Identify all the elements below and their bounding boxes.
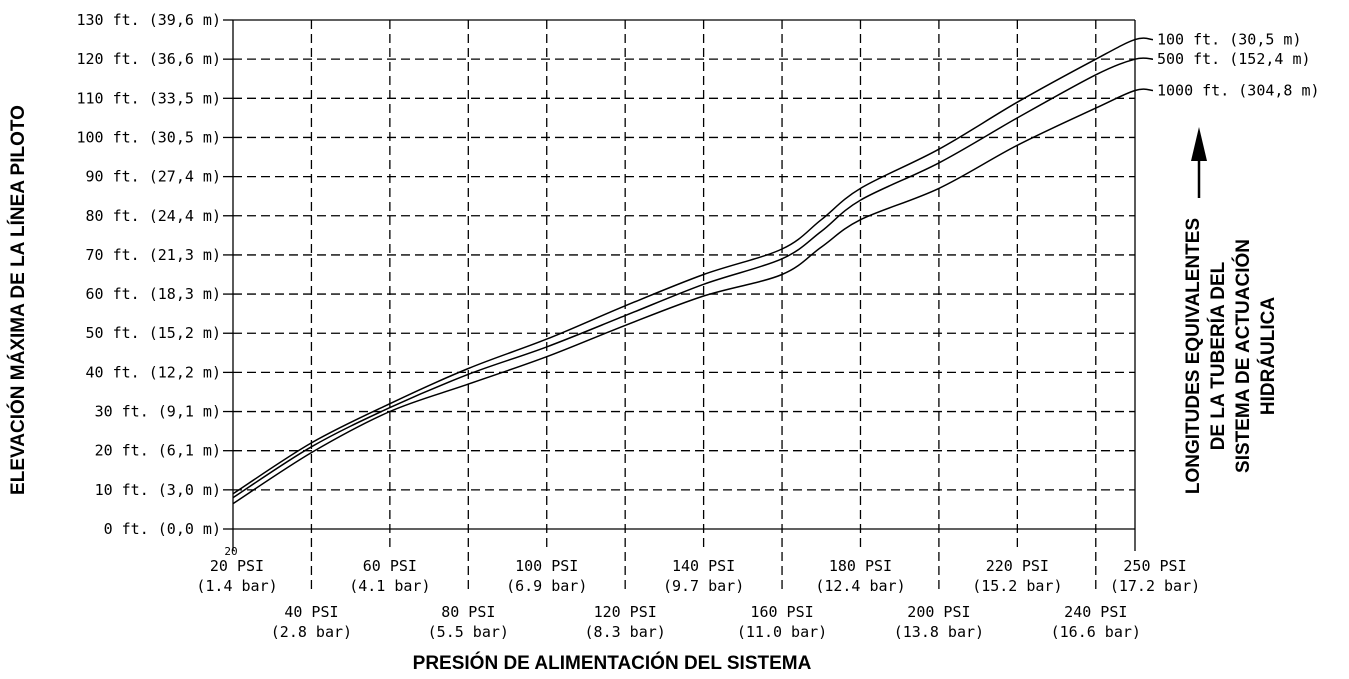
x-tick-label-180: 180 PSI xyxy=(829,557,892,575)
x-tick-label-200: 200 PSI xyxy=(907,603,970,621)
x-tick-bar-label-200: (13.8 bar) xyxy=(894,623,984,641)
x-tick-bar-label-20: (1.4 bar) xyxy=(196,577,277,595)
y-tick-label-20: 20 ft. (6,1 m) xyxy=(95,442,221,460)
series-line-1 xyxy=(232,37,1154,495)
x-tick-label-240: 240 PSI xyxy=(1064,603,1127,621)
series-label-3: 1000 ft. (304,8 m) xyxy=(1157,81,1320,99)
right-title-line-2: DE LA TUBERÍA DEL xyxy=(1207,261,1229,450)
x-tick-bar-label-40: (2.8 bar) xyxy=(271,623,352,641)
x-tick-bar-label-180: (12.4 bar) xyxy=(815,577,905,595)
series-line-3 xyxy=(232,88,1154,505)
y-tick-label-40: 40 ft. (12,2 m) xyxy=(86,363,221,381)
right-axis-title: LONGITUDES EQUIVALENTES DE LA TUBERÍA DE… xyxy=(1183,218,1279,494)
x-tick-bar-label-160: (11.0 bar) xyxy=(737,623,827,641)
right-title-line-1: LONGITUDES EQUIVALENTES xyxy=(1183,218,1204,494)
x-tick-bar-label-100: (6.9 bar) xyxy=(506,577,587,595)
y-tick-label-130: 130 ft. (39,6 m) xyxy=(77,11,222,29)
y-tick-label-50: 50 ft. (15,2 m) xyxy=(86,324,221,342)
y-tick-label-10: 10 ft. (3,0 m) xyxy=(95,481,221,499)
x-tick-label-250: 250 PSI xyxy=(1123,557,1186,575)
x-tick-bar-label-240: (16.6 bar) xyxy=(1051,623,1141,641)
y-tick-label-120: 120 ft. (36,6 m) xyxy=(77,50,222,68)
y-tick-label-0: 0 ft. (0,0 m) xyxy=(104,520,221,538)
x-tick-label-140: 140 PSI xyxy=(672,557,735,575)
x-tick-label-220: 220 PSI xyxy=(986,557,1049,575)
y-tick-label-100: 100 ft. (30,5 m) xyxy=(77,128,222,146)
x-tick-label-20: 20 PSI xyxy=(210,557,264,575)
grid xyxy=(223,19,1136,589)
y-tick-label-90: 90 ft. (27,4 m) xyxy=(86,168,221,186)
right-title-line-4: HIDRÁULICA xyxy=(1257,297,1279,415)
x-tick-bar-label-140: (9.7 bar) xyxy=(663,577,744,595)
series-label-1: 100 ft. (30,5 m) xyxy=(1157,31,1302,49)
x-tick-bar-label-60: (4.1 bar) xyxy=(349,577,430,595)
x-tick-label-160: 160 PSI xyxy=(750,603,813,621)
x-tick-label-100: 100 PSI xyxy=(515,557,578,575)
series-lines xyxy=(232,37,1154,505)
corner-mark: 20 xyxy=(224,545,237,558)
x-tick-label-60: 60 PSI xyxy=(363,557,417,575)
x-tick-bar-label-250: (17.2 bar) xyxy=(1110,577,1200,595)
y-axis-title: ELEVACIÓN MÁXIMA DE LA LÍNEA PILOTO xyxy=(7,105,29,495)
x-tick-label-120: 120 PSI xyxy=(594,603,657,621)
x-tick-label-40: 40 PSI xyxy=(284,603,338,621)
series-line-2 xyxy=(232,57,1154,499)
y-tick-label-110: 110 ft. (33,5 m) xyxy=(77,89,222,107)
y-tick-label-70: 70 ft. (21,3 m) xyxy=(86,246,221,264)
x-tick-bar-label-120: (8.3 bar) xyxy=(585,623,666,641)
right-title-line-3: SISTEMA DE ACTUACIÓN xyxy=(1232,239,1254,473)
x-tick-labels: 20 PSI (1.4 bar) 40 PSI (2.8 bar) 60 PSI (4.1… xyxy=(196,557,1200,641)
x-tick-bar-label-80: (5.5 bar) xyxy=(428,623,509,641)
x-tick-label-80: 80 PSI xyxy=(441,603,495,621)
y-tick-label-60: 60 ft. (18,3 m) xyxy=(86,285,221,303)
x-axis-title: PRESIÓN DE ALIMENTACIÓN DEL SISTEMA xyxy=(413,652,812,674)
x-tick-bar-label-220: (15.2 bar) xyxy=(972,577,1062,595)
series-labels: 100 ft. (30,5 m)500 ft. (152,4 m) 1000 ft… xyxy=(1157,31,1320,100)
series-label-2: 500 ft. (152,4 m) xyxy=(1157,50,1311,68)
up-arrow-icon xyxy=(1191,127,1207,198)
y-tick-labels: 130 ft. (39,6 m) 120 ft. (36,6 m) 110 ft. … xyxy=(77,11,222,538)
y-tick-label-80: 80 ft. (24,4 m) xyxy=(86,207,221,225)
y-tick-label-30: 30 ft. (9,1 m) xyxy=(95,403,221,421)
